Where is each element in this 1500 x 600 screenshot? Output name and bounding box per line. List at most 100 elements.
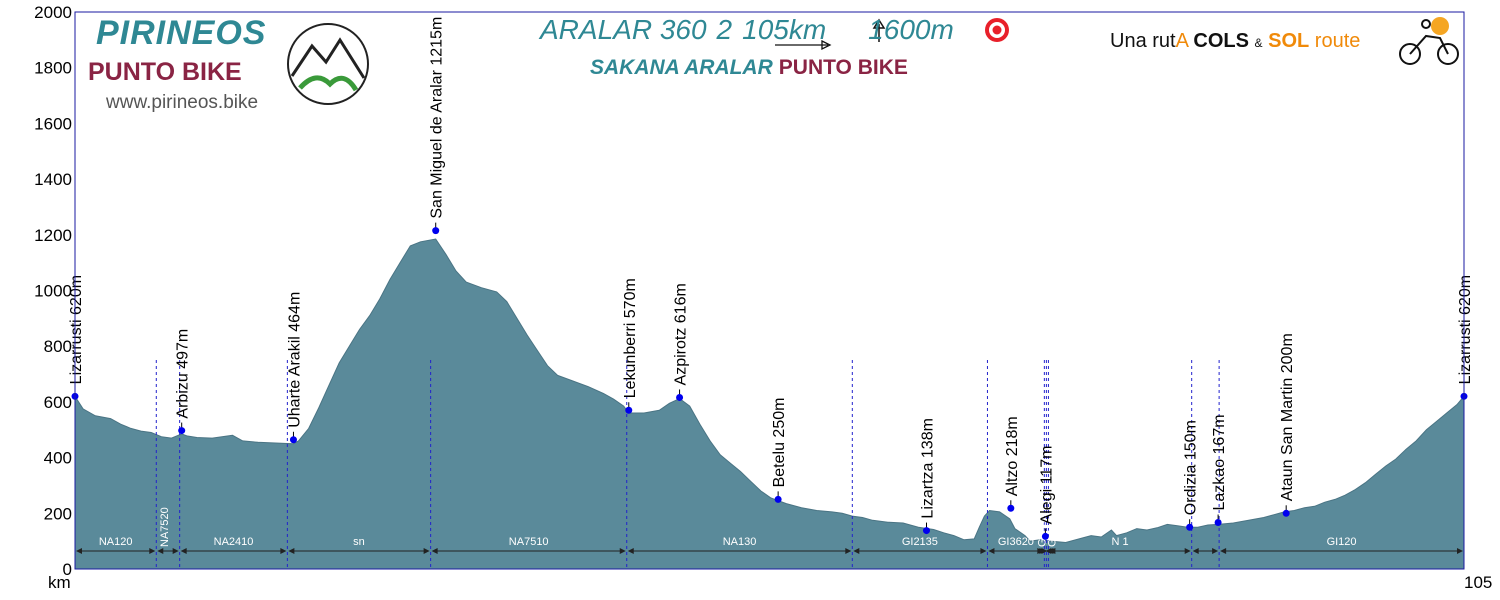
title-distance: 105km <box>742 14 827 45</box>
road-arrow-left <box>1192 548 1199 554</box>
subtitle-b: PUNTO BIKE <box>778 56 908 79</box>
road-arrow-left <box>1220 548 1227 554</box>
y-tick-label: 800 <box>44 337 72 356</box>
y-tick-label: 1200 <box>34 226 72 245</box>
road-label: GI3620 <box>998 536 1034 548</box>
road-arrow-left <box>288 548 295 554</box>
waypoint-marker <box>289 436 297 444</box>
waypoint-label: San Miguel de Aralar 1215m <box>429 17 446 219</box>
route-tagline: Una rutA COLS & SOL route <box>1110 30 1360 53</box>
waypoint-marker <box>1007 504 1015 512</box>
road-arrow-left <box>157 548 164 554</box>
road-label: NA2410 <box>214 536 254 548</box>
road-arrow-left <box>180 548 187 554</box>
waypoint-label: Lizarrusti 620m <box>68 275 85 384</box>
route-tag-6: route <box>1314 30 1361 52</box>
road-label: NA7510 <box>509 536 549 548</box>
waypoint-label: Betelu 250m <box>771 398 788 488</box>
route-tag-5: SOL <box>1268 30 1310 52</box>
y-tick-label: 1400 <box>34 170 72 189</box>
y-tick-label: 1000 <box>34 282 72 301</box>
waypoint-marker <box>178 427 186 435</box>
road-arrow-left <box>431 548 438 554</box>
road-segments: NA120 NA7520 NA2410 sn NA7510 NA130 GI2135 GI36… <box>76 507 1463 554</box>
road-arrow-right <box>423 548 430 554</box>
road-label: NA130 <box>723 536 757 548</box>
title-climb: 1600m <box>868 14 954 45</box>
elevation-profile-area <box>74 238 1465 570</box>
y-tick-label: 1800 <box>34 59 72 78</box>
waypoint-label: Arbizu 497m <box>175 329 192 419</box>
road-label: GI2135 <box>902 536 938 548</box>
chart-title: ARALAR 360 2 105km 1600m <box>540 14 964 46</box>
chart-subtitle: SAKANA ARALAR PUNTO BIKE <box>590 56 908 80</box>
title-stage: 2 <box>716 14 733 45</box>
waypoint-label: Lekunberri 570m <box>622 278 639 398</box>
website-link[interactable]: www.pirineos.bike <box>106 92 259 113</box>
road-label: GI120 <box>1327 536 1357 548</box>
road-label: N 1 <box>1111 536 1128 548</box>
target-icon <box>985 18 1009 42</box>
cyclist-logo-icon <box>1399 17 1459 65</box>
waypoint-label: Lizarrusti 620m <box>1457 275 1474 384</box>
waypoint-label: Azpirotz 616m <box>673 283 690 385</box>
waypoint-marker <box>1041 532 1049 540</box>
road-arrow-right <box>619 548 626 554</box>
waypoint-label: Lazkao 167m <box>1211 414 1228 510</box>
road-arrow-left <box>627 548 634 554</box>
waypoint-marker <box>774 495 782 503</box>
road-label: GI2131 <box>1046 511 1058 547</box>
road-arrow-right <box>1041 548 1048 554</box>
waypoint-marker <box>922 527 930 535</box>
road-arrow-right <box>280 548 287 554</box>
road-label: NA7520 <box>159 507 171 547</box>
waypoint-marker <box>1186 523 1194 531</box>
brand-name: PIRINEOS <box>96 14 267 52</box>
road-arrow-right <box>149 548 156 554</box>
mountain-logo-icon <box>287 23 369 105</box>
waypoint-label: Uharte Arakil 464m <box>286 292 303 428</box>
waypoint-label: Ordizia 150m <box>1183 420 1200 515</box>
climb-arrow-icon <box>872 18 886 42</box>
title-route: ARALAR 360 <box>540 14 707 45</box>
route-tag-4: & <box>1254 36 1263 50</box>
waypoint-marker <box>432 227 440 235</box>
y-tick-label: 600 <box>44 393 72 412</box>
road-arrow-right <box>1212 548 1219 554</box>
route-tag-2: A <box>1175 30 1188 52</box>
road-arrow-left <box>853 548 860 554</box>
road-arrow-left <box>988 548 995 554</box>
route-tag-1: Una rut <box>1110 30 1176 52</box>
waypoint-label: Lizartza 138m <box>919 418 936 519</box>
road-label: NA120 <box>99 536 133 548</box>
road-arrow-right <box>1184 548 1191 554</box>
waypoint-marker <box>1214 518 1222 526</box>
waypoint-marker <box>1282 509 1290 517</box>
road-arrow-left <box>76 548 82 554</box>
y-tick-label: 1600 <box>34 114 72 133</box>
y-axis-ticks: 0 200 400 600 800 1000 1200 1400 1600 1800 2000 <box>34 3 72 579</box>
waypoint-label: Alegi 117m <box>1038 446 1055 525</box>
road-arrow-right <box>1457 548 1463 554</box>
road-arrow-right <box>172 548 179 554</box>
waypoint-marker <box>625 406 633 414</box>
road-arrow-right <box>980 548 987 554</box>
waypoint-marker <box>676 393 684 401</box>
subtitle-a: SAKANA ARALAR <box>590 56 773 79</box>
road-label: sn <box>353 536 365 548</box>
x-tick-end: 105 <box>1464 573 1492 592</box>
waypoint-label: Altzo 218m <box>1004 416 1021 496</box>
waypoints: Lizarrusti 620m Arbizu 497m Uharte Arakil … <box>68 17 1474 540</box>
y-tick-label: 0 <box>63 560 72 579</box>
distance-arrow-icon <box>775 39 832 51</box>
y-tick-label: 400 <box>44 449 72 468</box>
y-tick-label: 200 <box>44 504 72 523</box>
chart-frame <box>74 11 1465 570</box>
y-tick-label: 2000 <box>34 3 72 22</box>
road-arrow-left <box>1049 548 1056 554</box>
x-axis-label: km <box>48 573 71 592</box>
route-tag-3: COLS <box>1193 30 1249 52</box>
brand-sub: PUNTO BIKE <box>88 58 242 86</box>
waypoint-label: Ataun San Martin 200m <box>1279 333 1296 501</box>
